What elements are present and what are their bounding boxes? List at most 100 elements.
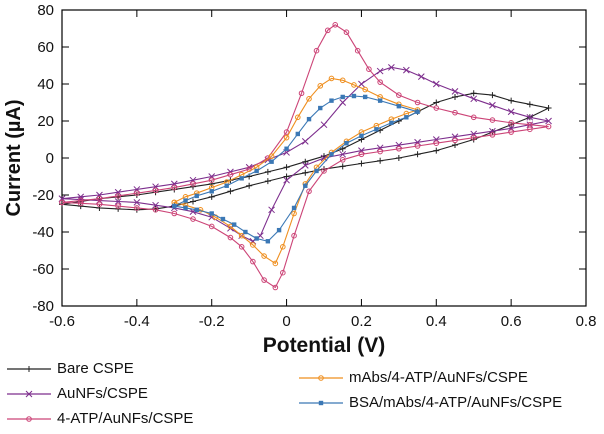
plus-marker [452, 93, 458, 100]
plus-marker [545, 105, 552, 112]
chart-legend: Bare CSPE AuNFs/CSPE 4-ATP/AuNFs/CSPE mAbs/… [0, 356, 604, 431]
plus-marker [283, 164, 290, 171]
circle-marker [489, 132, 496, 138]
square-marker [329, 98, 334, 103]
circle-marker [171, 210, 178, 217]
circle-marker [545, 123, 552, 130]
x-marker [283, 176, 290, 184]
x-tick-label: 0.4 [426, 313, 447, 330]
legend-sample [299, 374, 343, 381]
square-marker [404, 115, 409, 120]
square-marker [377, 98, 383, 103]
x-marker [25, 390, 33, 397]
x-tick-label: -0.6 [49, 313, 75, 330]
circle-marker [250, 242, 256, 248]
circle-marker [171, 184, 178, 191]
circle-marker [291, 232, 297, 239]
x-marker [320, 121, 328, 129]
circle-marker [306, 188, 312, 195]
y-tick-label: -60 [32, 261, 54, 278]
square-marker [265, 239, 271, 244]
square-marker [239, 176, 244, 181]
circle-marker [470, 134, 477, 141]
square-marker [362, 94, 368, 100]
plus-marker [26, 365, 32, 372]
square-marker [340, 94, 345, 100]
legend-sample [7, 415, 51, 422]
legend-column: mAbs/4-ATP/AuNFs/CSPE BSA/mAbs/4-ATP/AuNF… [298, 356, 562, 431]
circle-marker [152, 187, 159, 194]
x-marker [545, 117, 552, 125]
legend-column: Bare CSPE AuNFs/CSPE 4-ATP/AuNFs/CSPE [0, 356, 298, 431]
circle-marker [272, 260, 279, 267]
square-marker [344, 141, 349, 146]
circle-marker [134, 205, 140, 211]
x-marker [507, 108, 515, 116]
y-tick-label: -20 [32, 187, 54, 204]
circle-marker [238, 244, 245, 250]
circle-marker [306, 96, 312, 102]
circle-marker [295, 114, 301, 121]
square-marker [295, 131, 300, 137]
circle-marker [283, 129, 290, 135]
x-marker [152, 201, 159, 209]
circle-marker [414, 99, 421, 106]
plus-marker [526, 101, 533, 108]
x-marker [114, 198, 122, 205]
legend-item: 4-ATP/AuNFs/CSPE [6, 406, 298, 431]
square-marker [183, 198, 188, 203]
plus-marker [470, 90, 477, 97]
circle-marker [250, 258, 256, 265]
circle-marker [366, 66, 372, 72]
circle-marker [433, 105, 440, 111]
square-marker [183, 205, 188, 211]
square-marker [254, 168, 259, 174]
plus-marker [264, 178, 271, 185]
circle-marker [96, 195, 103, 202]
plus-marker [246, 182, 253, 189]
x-marker [358, 80, 365, 88]
circle-marker [433, 140, 440, 146]
plus-marker [433, 147, 440, 154]
circle-marker [313, 47, 320, 54]
square-marker [209, 211, 214, 216]
circle-marker [115, 203, 121, 209]
circle-marker [115, 193, 121, 199]
legend-item: AuNFs/CSPE [6, 381, 298, 406]
plus-marker [339, 145, 346, 152]
plus-marker [208, 193, 215, 200]
square-marker [269, 159, 274, 164]
circle-marker [377, 79, 383, 85]
square-marker [243, 229, 248, 235]
plus-marker [302, 169, 309, 176]
circle-marker [26, 415, 32, 422]
circle-marker [283, 134, 290, 141]
y-tick-label: 80 [37, 2, 54, 19]
legend-item: mAbs/4-ATP/AuNFs/CSPE [298, 365, 562, 390]
plus-marker [264, 168, 271, 175]
circle-marker [324, 27, 331, 34]
x-marker [376, 67, 384, 75]
circle-marker [238, 232, 245, 239]
plus-marker [283, 173, 290, 180]
circle-marker [134, 190, 140, 196]
circle-marker [261, 277, 267, 283]
circle-marker [362, 86, 368, 93]
square-marker [396, 104, 402, 109]
circle-marker [489, 117, 496, 123]
y-tick-label: 40 [37, 76, 54, 93]
x-marker [268, 206, 275, 214]
circle-marker [318, 374, 324, 381]
circle-marker [396, 92, 402, 98]
square-marker [224, 183, 229, 188]
x-marker [339, 150, 347, 158]
square-marker [303, 183, 308, 188]
legend-label: mAbs/4-ATP/AuNFs/CSPE [349, 369, 528, 386]
circle-marker [261, 253, 267, 259]
circle-marker [377, 148, 383, 155]
plus-marker [395, 155, 402, 161]
legend-label: 4-ATP/AuNFs/CSPE [57, 410, 194, 427]
x-marker [470, 95, 478, 103]
x-tick-label: 0.6 [501, 313, 522, 330]
square-marker [220, 216, 226, 222]
